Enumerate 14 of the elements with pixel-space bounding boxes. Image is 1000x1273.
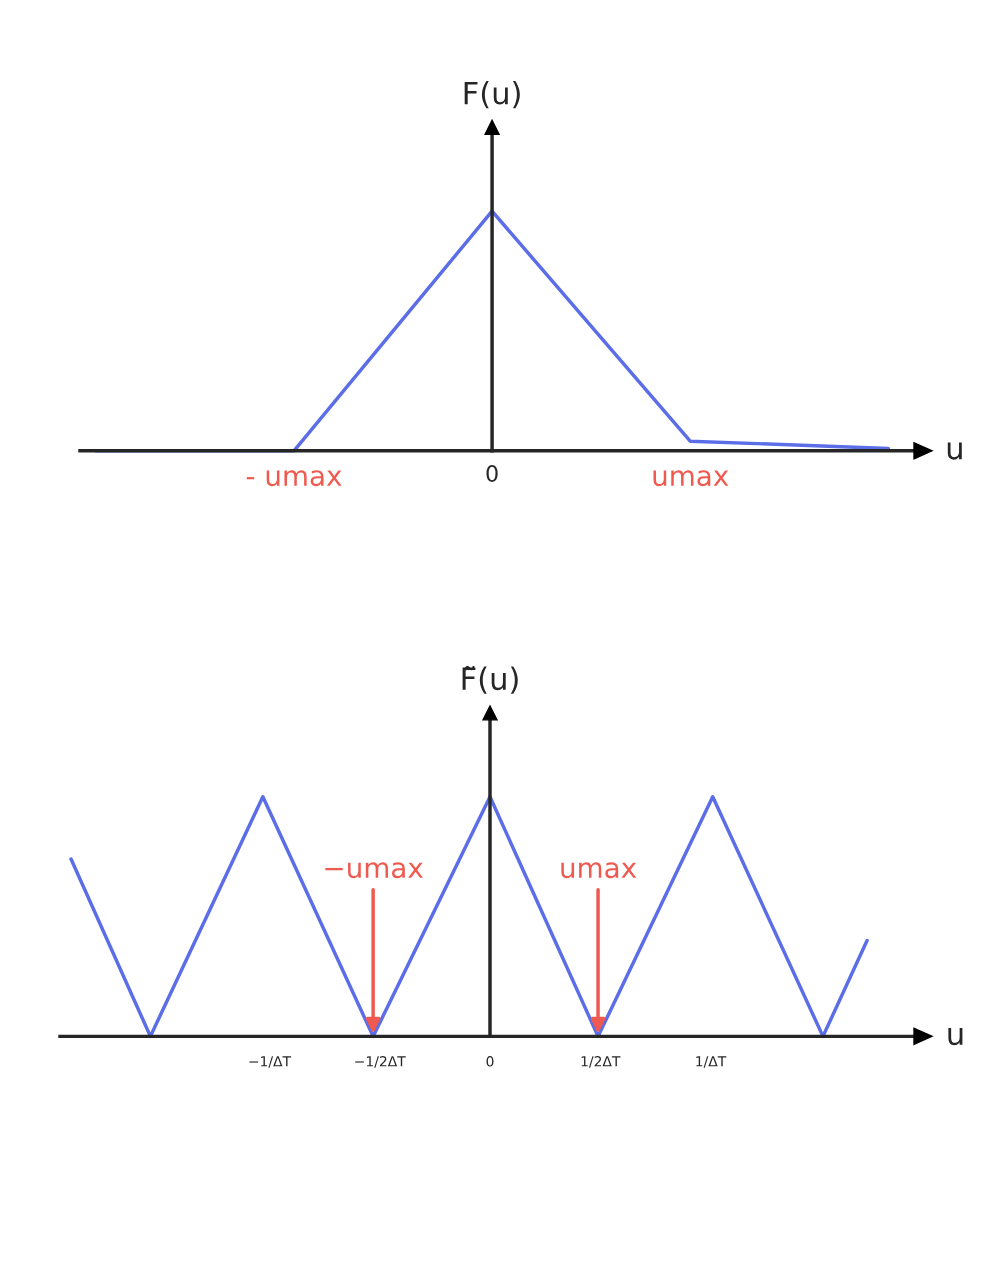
x-tick-label: - umax <box>246 470 342 487</box>
x-tick-label: −1/2ΔT <box>355 1056 406 1068</box>
x-tick-label: umax <box>653 470 729 487</box>
annotation: −umax <box>325 862 423 879</box>
x-tick-label: 0 <box>486 1056 494 1067</box>
x-tick-label: −1/ΔT <box>249 1056 292 1068</box>
x-tick-label: 1/ΔT <box>696 1056 727 1068</box>
x-axis-title: u <box>948 1027 963 1046</box>
y-axis-title: F̃(u) <box>462 666 518 694</box>
x-tick-label: 1/2ΔT <box>581 1056 621 1068</box>
x-tick-label: 0 <box>486 465 498 482</box>
y-axis-title: F(u) <box>464 80 520 109</box>
annotation: umax <box>561 862 637 879</box>
x-axis-title: u <box>947 442 962 460</box>
